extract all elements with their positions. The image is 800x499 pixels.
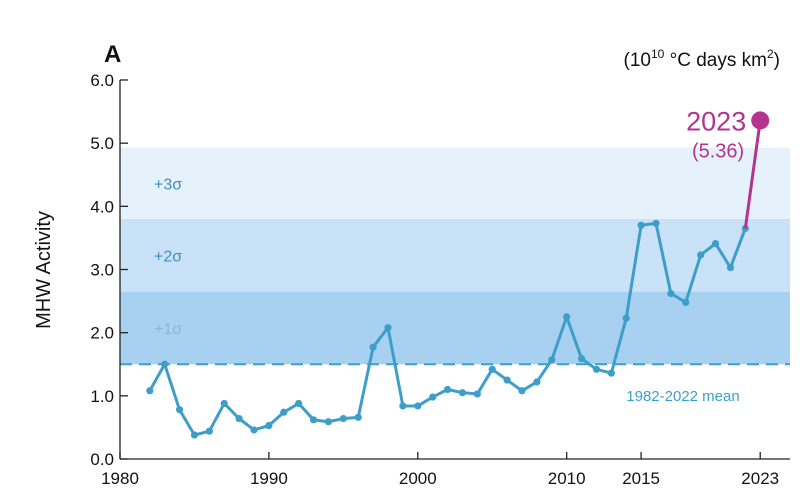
- x-ticks: 1980 1990 2000 2010 2015 2023: [101, 452, 779, 488]
- data-point: [369, 343, 377, 351]
- sigma-band-label-3: +3σ: [154, 176, 182, 193]
- x-tick-label: 1990: [250, 469, 288, 488]
- y-tick-label: 4.0: [90, 197, 114, 216]
- panel-label: A: [104, 41, 121, 68]
- data-point: [637, 221, 645, 229]
- data-point: [235, 414, 243, 423]
- mean-label: 1982-2022 mean: [626, 388, 739, 405]
- data-point: [295, 399, 303, 408]
- data-point: [711, 240, 720, 248]
- x-tick-label: 2000: [399, 469, 437, 488]
- data-point: [488, 365, 496, 373]
- highlight-2023: [743, 111, 770, 229]
- data-point: [309, 416, 318, 424]
- data-point: [577, 354, 586, 363]
- data-point: [250, 426, 258, 434]
- data-point: [339, 414, 347, 423]
- data-point: [384, 324, 392, 332]
- x-tick-label: 1980: [101, 469, 139, 488]
- x-tick-label: 2010: [548, 469, 586, 488]
- data-point: [146, 387, 154, 395]
- data-point: [473, 390, 481, 398]
- data-point: [265, 421, 273, 430]
- data-point: [220, 399, 228, 408]
- y-axis-label: MHW Activity: [33, 211, 55, 329]
- data-point: [563, 313, 571, 321]
- y-tick-label: 5.0: [90, 134, 114, 153]
- data-point: [533, 378, 541, 386]
- data-point: [458, 389, 467, 397]
- data-point: [429, 393, 437, 401]
- sigma-band-labels: +1σ +2σ +3σ: [154, 176, 182, 338]
- data-point: [324, 418, 333, 426]
- sigma-band-2: [120, 218, 790, 292]
- data-point: [518, 387, 526, 395]
- data-point: [592, 365, 601, 373]
- data-point: [548, 356, 556, 364]
- sigma-band-3: [120, 147, 790, 219]
- data-point: [399, 402, 407, 410]
- sigma-band-label-1: +1σ: [154, 321, 182, 338]
- data-point: [161, 360, 169, 368]
- y-tick-label: 2.0: [90, 324, 114, 343]
- data-point: [726, 264, 735, 272]
- data-point: [414, 402, 422, 410]
- data-point: [443, 385, 452, 394]
- data-point: [667, 289, 675, 298]
- data-point: [205, 427, 213, 435]
- data-point: [622, 314, 630, 322]
- data-point: [652, 219, 660, 227]
- highlight-point: [751, 111, 770, 130]
- sigma-bands: [120, 147, 790, 365]
- unit-label: (1010 °C days km2): [624, 47, 780, 71]
- highlight-value-label: (5.36): [692, 140, 744, 162]
- y-tick-label: 6.0: [90, 71, 114, 90]
- data-point: [682, 298, 690, 306]
- series-mhw: [146, 219, 749, 439]
- x-tick-label: 2023: [741, 469, 779, 488]
- data-point: [175, 406, 184, 414]
- y-tick-label: 1.0: [90, 387, 114, 406]
- x-tick-label: 2015: [622, 469, 660, 488]
- highlight-year-label: 2023: [686, 106, 746, 136]
- data-point: [280, 408, 288, 416]
- data-point: [697, 251, 705, 259]
- data-point: [503, 376, 511, 384]
- y-tick-label: 0.0: [90, 450, 114, 469]
- sigma-band-1: [120, 291, 790, 365]
- y-ticks: 0.0 1.0 2.0 3.0 4.0 5.0 6.0: [90, 71, 128, 469]
- data-point: [190, 431, 199, 439]
- data-point: [354, 413, 362, 421]
- sigma-band-label-2: +2σ: [154, 248, 182, 265]
- y-tick-label: 3.0: [90, 261, 114, 280]
- highlight-segment: [743, 120, 762, 229]
- data-point: [607, 369, 615, 377]
